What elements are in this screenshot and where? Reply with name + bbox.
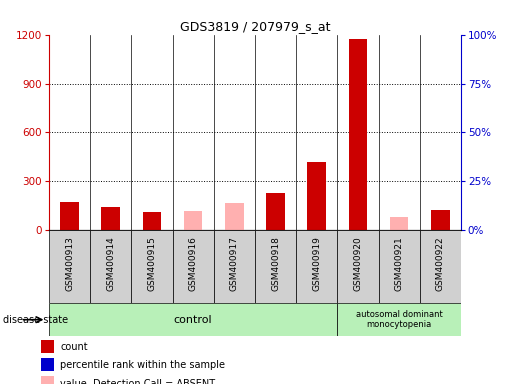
Bar — [41, 340, 54, 353]
Bar — [225, 204, 244, 230]
Text: GSM400914: GSM400914 — [106, 236, 115, 291]
Bar — [420, 230, 461, 303]
Bar — [184, 211, 202, 230]
Bar — [337, 230, 379, 303]
Bar — [60, 202, 79, 230]
Bar — [349, 39, 367, 230]
Bar — [41, 376, 54, 384]
Text: GSM400919: GSM400919 — [312, 236, 321, 291]
Text: GSM400920: GSM400920 — [353, 236, 363, 291]
Bar — [379, 230, 420, 303]
Text: control: control — [174, 314, 212, 325]
Bar — [214, 230, 255, 303]
Text: autosomal dominant
monocytopenia: autosomal dominant monocytopenia — [356, 310, 442, 329]
Text: GSM400915: GSM400915 — [147, 236, 157, 291]
Text: GSM400916: GSM400916 — [188, 236, 198, 291]
Text: GSM400917: GSM400917 — [230, 236, 239, 291]
Title: GDS3819 / 207979_s_at: GDS3819 / 207979_s_at — [180, 20, 330, 33]
Bar — [296, 230, 337, 303]
Bar — [307, 162, 326, 230]
Text: GSM400918: GSM400918 — [271, 236, 280, 291]
Bar — [131, 230, 173, 303]
Bar — [49, 303, 337, 336]
Text: disease state: disease state — [3, 314, 67, 325]
Bar — [266, 193, 285, 230]
Bar — [255, 230, 296, 303]
Bar — [173, 230, 214, 303]
Text: count: count — [60, 342, 88, 352]
Bar — [390, 217, 408, 230]
Bar — [41, 358, 54, 371]
Bar — [90, 230, 131, 303]
Bar — [431, 210, 450, 230]
Text: GSM400913: GSM400913 — [65, 236, 74, 291]
Bar — [101, 207, 120, 230]
Text: GSM400921: GSM400921 — [394, 236, 404, 291]
Text: GSM400922: GSM400922 — [436, 236, 445, 291]
Bar — [337, 303, 461, 336]
Text: value, Detection Call = ABSENT: value, Detection Call = ABSENT — [60, 379, 215, 384]
Bar — [143, 212, 161, 230]
Bar — [49, 230, 90, 303]
Text: percentile rank within the sample: percentile rank within the sample — [60, 360, 225, 370]
